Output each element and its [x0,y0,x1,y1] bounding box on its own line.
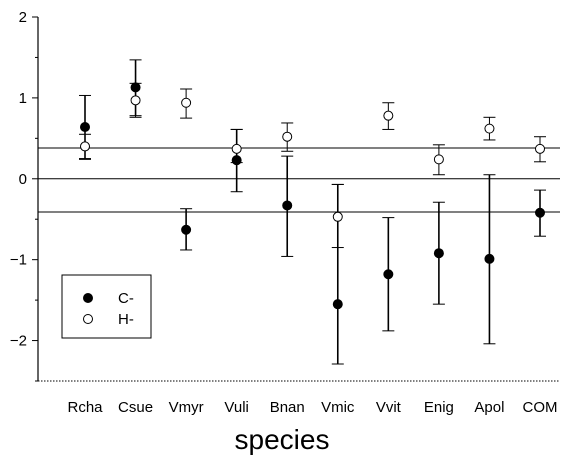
data-point-c [181,224,192,235]
y-tick-label: 2 [19,9,27,26]
data-point-h [231,143,242,154]
data-point-c [231,155,242,166]
y-tick-label: 0 [19,171,27,188]
x-tick-label: Vvit [376,399,402,416]
x-axis-label: species [235,424,330,455]
axes [37,17,560,382]
x-tick-label: Apol [474,399,504,416]
data-point-c [80,122,90,133]
legend: C- H- [61,274,152,339]
data-point-h [484,123,495,134]
legend-label-c: C- [118,290,134,307]
data-point-c [433,248,444,259]
data-point-c [535,207,545,218]
data-point-h [80,141,90,152]
data-point-c [130,82,141,93]
x-tick-label: Enig [424,399,454,416]
data-point-h [535,143,545,154]
x-tick-label: Vmyr [169,399,204,416]
legend-label-h: H- [118,311,134,328]
legend-marker-c [83,293,93,303]
y-axis-ticks: −2 −1 0 1 2 [10,9,38,382]
data-point-h [383,110,394,121]
x-tick-label: Vuli [224,399,248,416]
y-tick-label: −1 [10,252,27,269]
data-point-c [383,269,394,280]
x-tick-label: Vmic [321,399,355,416]
x-tick-label: Rcha [67,399,103,416]
y-tick-label: 1 [19,90,27,107]
data-point-h [130,95,141,106]
data-point-c [332,299,343,310]
x-axis-ticks: Rcha Csue Vmyr Vuli Bnan Vmic Vvit Enig Apol COM [67,399,557,416]
x-tick-label: COM [523,399,558,416]
data-point-c [484,253,495,264]
x-tick-label: Bnan [270,399,305,416]
data-point-h [332,211,343,222]
reference-lines [38,147,560,213]
x-tick-label: Csue [118,399,153,416]
data-point-h [181,97,192,108]
data-point-h [282,131,293,142]
legend-marker-h [83,314,93,324]
legend-box [61,274,152,339]
data-point-c [282,200,293,211]
data-point-h [433,154,444,165]
data-series [79,59,546,365]
y-tick-label: −2 [10,333,27,350]
